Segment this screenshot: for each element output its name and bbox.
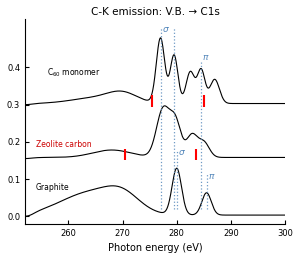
- Text: Graphite: Graphite: [36, 183, 70, 192]
- Text: $\pi$: $\pi$: [202, 53, 210, 62]
- Text: C$_{60}$ monomer: C$_{60}$ monomer: [47, 66, 100, 79]
- Text: $\pi$: $\pi$: [208, 172, 215, 181]
- Text: $\sigma$: $\sigma$: [178, 148, 186, 157]
- Text: $\sigma$: $\sigma$: [162, 25, 170, 34]
- X-axis label: Photon energy (eV): Photon energy (eV): [108, 243, 202, 253]
- Text: Zeolite carbon: Zeolite carbon: [36, 140, 92, 149]
- Title: C-K emission: V.B. → C1s: C-K emission: V.B. → C1s: [91, 7, 220, 17]
